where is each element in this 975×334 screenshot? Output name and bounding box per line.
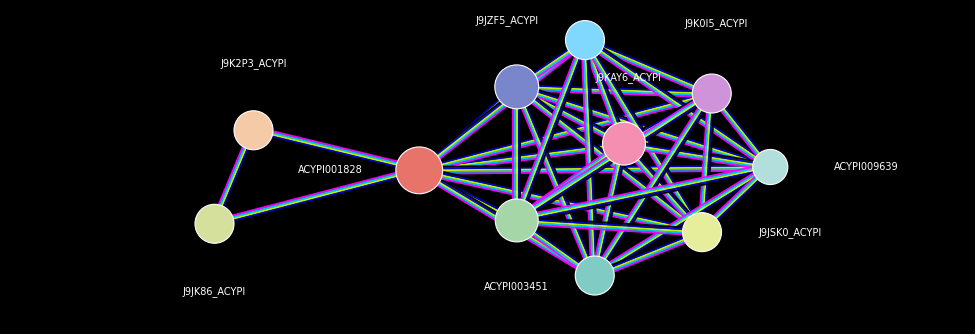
Text: ACYPI003451: ACYPI003451 xyxy=(485,282,549,292)
Ellipse shape xyxy=(494,65,538,109)
Ellipse shape xyxy=(575,256,614,295)
Text: J9K2P3_ACYPI: J9K2P3_ACYPI xyxy=(220,58,287,69)
Text: J9K0I5_ACYPI: J9K0I5_ACYPI xyxy=(684,18,749,29)
Ellipse shape xyxy=(692,74,731,113)
Ellipse shape xyxy=(753,149,788,185)
Ellipse shape xyxy=(234,111,273,150)
Ellipse shape xyxy=(396,147,443,194)
Text: J9JZF5_ACYPI: J9JZF5_ACYPI xyxy=(476,15,538,26)
Ellipse shape xyxy=(566,21,604,59)
Text: J9JSK0_ACYPI: J9JSK0_ACYPI xyxy=(759,227,822,237)
Text: J9KAY6_ACYPI: J9KAY6_ACYPI xyxy=(596,72,662,83)
Ellipse shape xyxy=(195,204,234,243)
Ellipse shape xyxy=(603,122,645,165)
Text: ACYPI001828: ACYPI001828 xyxy=(298,165,363,175)
Ellipse shape xyxy=(495,199,538,242)
Text: ACYPI009639: ACYPI009639 xyxy=(834,162,898,172)
Ellipse shape xyxy=(682,213,722,252)
Text: J9JK86_ACYPI: J9JK86_ACYPI xyxy=(183,287,246,298)
